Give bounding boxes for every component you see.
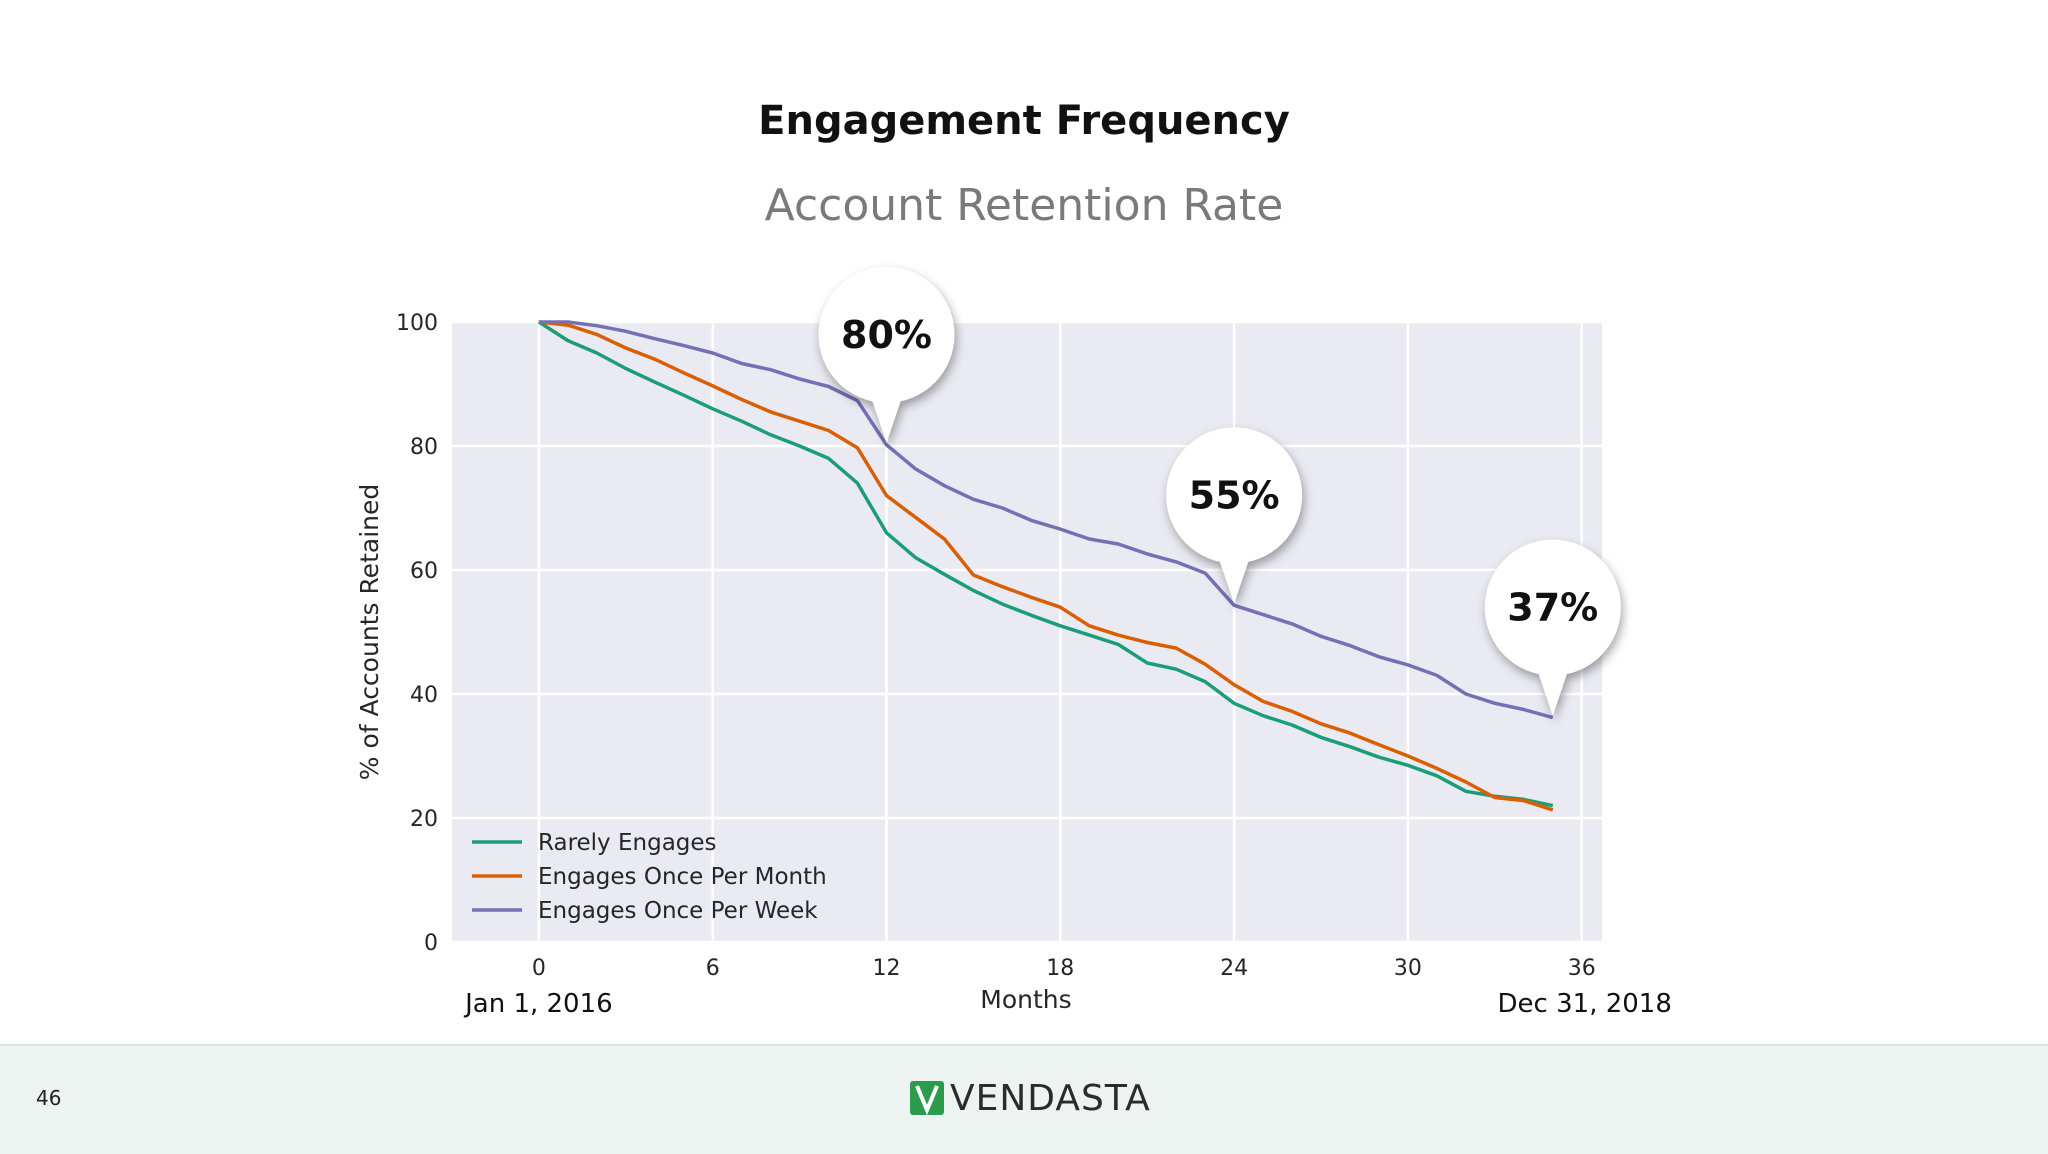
x-tick-label: 24 — [1220, 956, 1248, 981]
series-line-0 — [537, 320, 1554, 808]
series-line-2 — [538, 320, 1554, 720]
callout-label: 55% — [1189, 473, 1280, 517]
callout-label: 80% — [841, 313, 932, 357]
y-axis-label: % of Accounts Retained — [355, 484, 384, 780]
series-line-1 — [538, 320, 1554, 812]
logo-text: VENDASTA — [950, 1077, 1151, 1119]
callout-bubble — [1484, 539, 1621, 716]
x-axis-label: Months — [980, 985, 1071, 1014]
slide-title: Engagement Frequency — [758, 98, 1290, 144]
legend-label: Rarely Engages — [538, 830, 717, 856]
x-tick-label: 36 — [1568, 956, 1596, 981]
page-number: 46 — [36, 1086, 62, 1110]
y-tick-label: 20 — [410, 807, 438, 832]
y-tick-label: 0 — [424, 931, 438, 956]
callout-bubble — [818, 266, 955, 443]
chart-title: Account Retention Rate — [764, 180, 1284, 231]
retention-chart: 0 20 40 60 80 100 0 6 12 18 24 30 36 Months % of Accou… — [355, 266, 1672, 1019]
x-tick-label: 18 — [1046, 956, 1074, 981]
x-tick-label: 6 — [706, 956, 720, 981]
callout-label: 37% — [1507, 586, 1598, 630]
callout-bubble — [1166, 427, 1303, 604]
plot-area — [452, 322, 1602, 942]
legend-label: Engages Once Per Week — [538, 898, 818, 924]
x-tick-label: 0 — [532, 956, 546, 981]
y-tick-label: 60 — [410, 559, 438, 584]
y-tick-label: 40 — [410, 683, 438, 708]
x-start-date-label: Jan 1, 2016 — [463, 989, 613, 1019]
vendasta-logo: VENDASTA — [908, 1076, 1151, 1120]
vendasta-logo-icon — [910, 1081, 944, 1116]
y-tick-label: 100 — [396, 311, 438, 336]
x-tick-label: 30 — [1394, 956, 1422, 981]
y-tick-label: 80 — [410, 435, 438, 460]
x-end-date-label: Dec 31, 2018 — [1498, 989, 1672, 1019]
footer: 46 VENDASTA — [0, 1044, 2048, 1154]
legend-label: Engages Once Per Month — [538, 864, 827, 890]
x-tick-label: 12 — [873, 956, 901, 981]
